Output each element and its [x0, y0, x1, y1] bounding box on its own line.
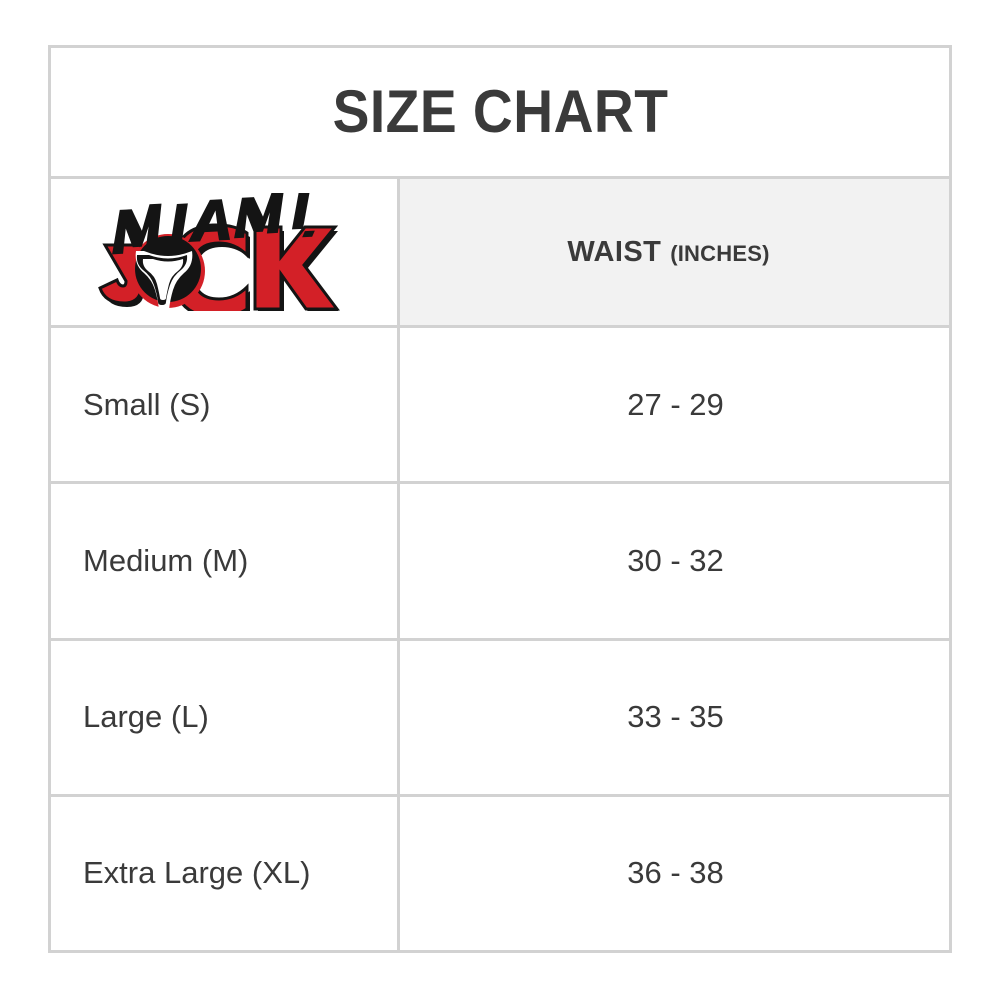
waist-header-cell: WAIST (INCHES)	[400, 179, 949, 325]
miami-jock-logo	[97, 193, 355, 311]
logo-cell	[51, 179, 400, 325]
table-row: Medium (M) 30 - 32	[51, 484, 949, 641]
waist-value-label: 33 - 35	[627, 699, 724, 735]
jock-o-emblem	[131, 234, 205, 311]
size-name-cell: Small (S)	[51, 328, 400, 482]
table-row: Small (S) 27 - 29	[51, 328, 949, 485]
table-header-row: WAIST (INCHES)	[51, 179, 949, 328]
size-name-label: Small (S)	[83, 386, 211, 422]
size-name-label: Extra Large (XL)	[83, 855, 311, 891]
waist-header-label: WAIST (INCHES)	[567, 236, 769, 269]
size-name-cell: Extra Large (XL)	[51, 796, 400, 950]
waist-value-label: 27 - 29	[627, 386, 724, 422]
size-name-label: Large (L)	[83, 699, 209, 735]
table-row: Extra Large (XL) 36 - 38	[51, 796, 949, 950]
waist-value-cell: 27 - 29	[400, 328, 949, 481]
size-name-label: Medium (M)	[83, 542, 249, 578]
waist-header-text: WAIST	[567, 235, 662, 268]
page-title: SIZE CHART	[332, 78, 668, 145]
size-name-cell: Medium (M)	[51, 484, 400, 638]
waist-value-cell: 33 - 35	[400, 641, 949, 794]
waist-value-label: 30 - 32	[627, 542, 724, 578]
size-name-cell: Large (L)	[51, 640, 400, 794]
waist-header-units: (INCHES)	[670, 240, 770, 266]
title-row: SIZE CHART	[51, 48, 949, 179]
miami-jock-logo-graphic	[98, 193, 340, 311]
miami-wordmark	[112, 193, 315, 255]
size-chart-table: SIZE CHART	[48, 45, 952, 953]
table-row: Large (L) 33 - 35	[51, 640, 949, 797]
waist-value-cell: 36 - 38	[400, 797, 949, 950]
waist-value-label: 36 - 38	[627, 855, 724, 891]
waist-value-cell: 30 - 32	[400, 484, 949, 637]
